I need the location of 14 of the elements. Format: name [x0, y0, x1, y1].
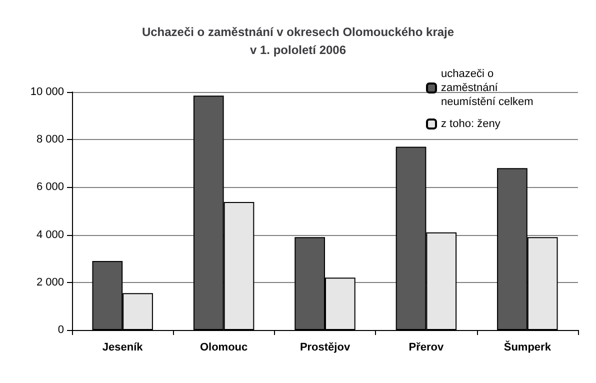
y-tick-label: 4 000 [36, 228, 64, 241]
y-tick-label: 0 [58, 324, 64, 336]
x-tick-label: Jeseník [102, 342, 144, 354]
x-tick-label: Přerov [408, 342, 445, 354]
y-tick-label: 10 000 [30, 86, 64, 98]
x-tick-label: Prostějov [300, 342, 351, 354]
y-tick-label: 6 000 [36, 181, 64, 194]
y-tick-label: 2 000 [36, 276, 64, 288]
legend-label: uchazeči o zaměstnání neumístění celkem [441, 68, 534, 108]
y-tick-label: 8 000 [36, 134, 64, 146]
chart-title: Uchazeči o zaměstnání v okresech Olomouckého kraje v 1. pololetí 2006 [142, 25, 454, 57]
legend-label: z toho: ženy [441, 118, 501, 130]
x-tick-label: Šumperk [504, 340, 552, 354]
x-tick-label: Olomouc [200, 342, 248, 354]
